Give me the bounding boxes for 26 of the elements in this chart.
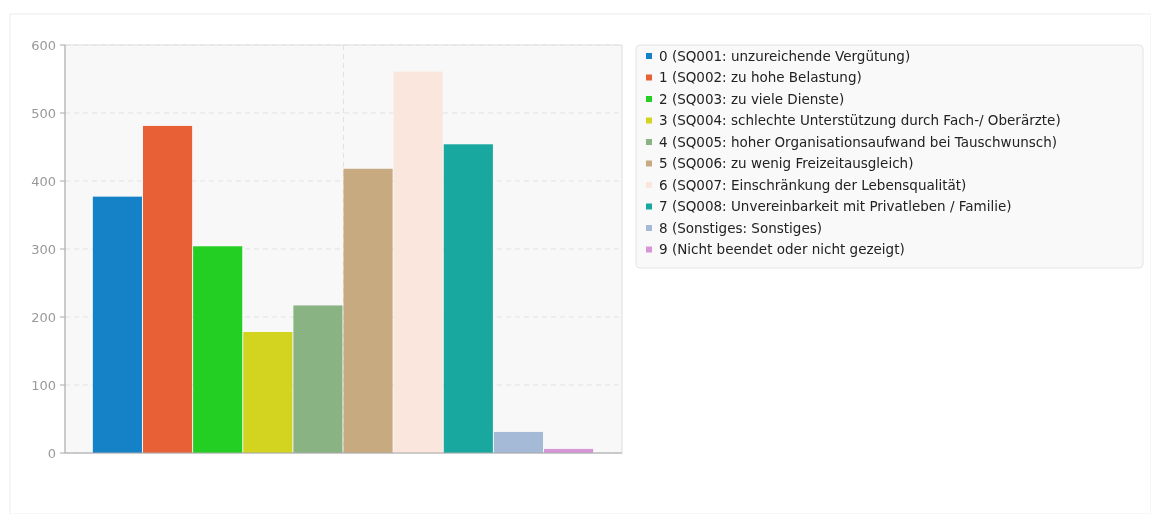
legend-label: 7 (SQ008: Unvereinbarkeit mit Privatleben / Familie) <box>659 198 1012 215</box>
legend-label: 4 (SQ005: hoher Organisationsaufwand bei Tauschwunsch) <box>659 133 1058 150</box>
legend-label: 8 (Sonstiges: Sonstiges) <box>659 219 822 236</box>
legend-label: 1 (SQ002: zu hohe Belastung) <box>659 69 862 86</box>
bar <box>393 71 443 453</box>
legend-label: 2 (SQ003: zu viele Dienste) <box>659 90 845 107</box>
bar <box>443 144 493 453</box>
bar <box>343 168 393 453</box>
y-tick-label: 300 <box>31 241 56 257</box>
bar <box>92 196 142 453</box>
y-tick-label: 100 <box>31 377 56 393</box>
legend-label: 5 (SQ006: zu wenig Freizeitausgleich) <box>659 155 914 172</box>
bar <box>293 305 343 453</box>
legend-label: 9 (Nicht beendet oder nicht gezeigt) <box>659 241 905 258</box>
bar <box>142 125 193 453</box>
bar <box>193 246 243 453</box>
y-tick-label: 600 <box>31 37 56 53</box>
y-tick-label: 0 <box>47 445 56 461</box>
legend-label: 0 (SQ001: unzureichende Vergütung) <box>659 47 911 64</box>
legend-label: 3 (SQ004: schlechte Unterstützung durch Fach-/ Oberärzte) <box>659 112 1061 129</box>
y-tick-label: 200 <box>31 309 56 325</box>
y-tick-label: 400 <box>31 173 56 189</box>
y-tick-label: 500 <box>31 105 56 121</box>
bar <box>243 331 293 453</box>
bar <box>493 431 544 453</box>
legend-label: 6 (SQ007: Einschränkung der Lebensqualität) <box>659 176 967 193</box>
